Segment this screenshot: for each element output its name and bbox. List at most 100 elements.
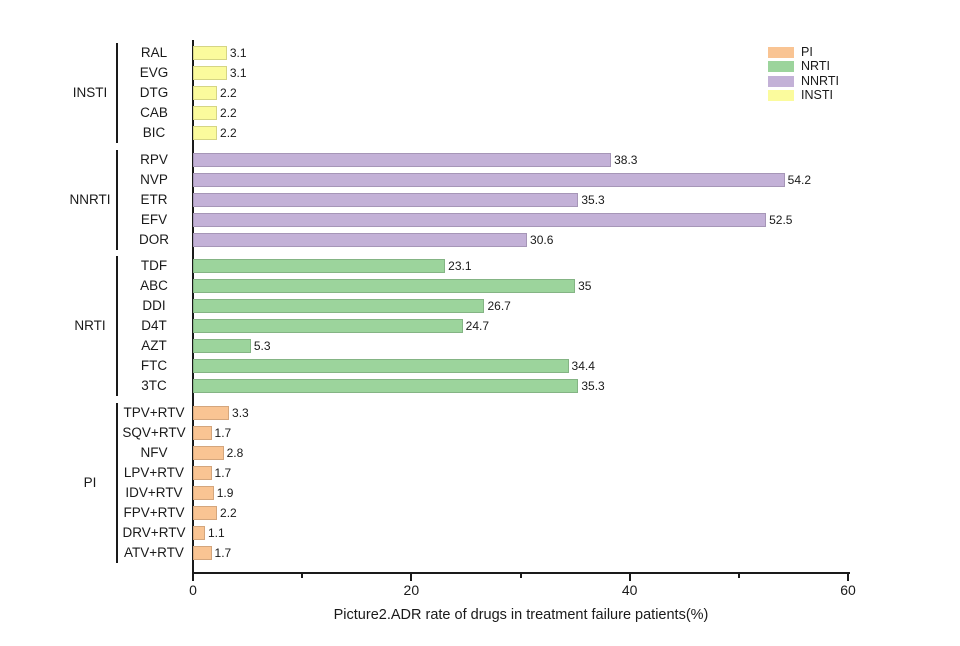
bar-ddi	[193, 299, 485, 313]
value-label-etr: 35.3	[581, 192, 605, 207]
value-label-sqv+rtv: 1.7	[214, 425, 232, 440]
value-label-lpv+rtv: 1.7	[214, 465, 232, 480]
bar-tdf	[193, 259, 446, 273]
row-label-lpv+rtv: LPV+RTV	[123, 464, 185, 480]
bar-atv+rtv	[193, 545, 212, 560]
x-major-tick-40	[628, 574, 631, 581]
x-tick-label-0: 0	[189, 582, 197, 598]
legend-swatch-pi	[768, 46, 794, 58]
bar-ftc	[193, 359, 569, 373]
value-label-drv+rtv: 1.1	[208, 525, 225, 540]
bar-azt	[193, 339, 251, 353]
x-major-tick-60	[847, 574, 849, 581]
group-label-insti: INSTI	[72, 85, 108, 100]
row-label-abc: ABC	[140, 278, 168, 293]
value-label-ral: 3.1	[229, 46, 247, 60]
value-label-nvp: 54.2	[787, 172, 812, 187]
x-minor-tick-50	[737, 574, 740, 578]
row-label-cab: CAB	[140, 105, 168, 120]
bar-idv+rtv	[193, 485, 214, 500]
value-label-d4t: 24.7	[465, 319, 489, 333]
value-label-ddi: 26.7	[487, 299, 511, 313]
x-tick-label-40: 40	[621, 582, 638, 598]
group-bracket-insti	[116, 43, 118, 143]
bar-3tc	[193, 379, 579, 393]
bar-fpv+rtv	[193, 505, 218, 520]
row-label-efv: EFV	[140, 211, 168, 227]
row-label-drv+rtv: DRV+RTV	[122, 524, 186, 540]
row-label-ftc: FTC	[140, 358, 168, 373]
value-label-nfv: 2.8	[226, 445, 244, 460]
x-minor-tick-30	[519, 574, 522, 578]
value-label-cab: 2.2	[220, 106, 237, 120]
row-label-idv+rtv: IDV+RTV	[125, 484, 183, 500]
row-label-rpv: RPV	[140, 151, 168, 167]
group-bracket-nnrti	[116, 149, 118, 250]
group-label-pi: PI	[83, 474, 97, 490]
legend-item-pi: PI	[768, 45, 839, 60]
legend: PI NRTI NNRTI INSTI	[768, 45, 839, 103]
group-bracket-nrti	[116, 256, 118, 396]
x-axis-line	[192, 572, 850, 574]
value-label-tdf: 23.1	[448, 259, 472, 273]
legend-swatch-nnrti	[768, 75, 794, 87]
row-label-atv+rtv: ATV+RTV	[124, 544, 184, 560]
row-label-d4t: D4T	[141, 318, 167, 333]
value-label-rpv: 38.3	[614, 152, 638, 167]
value-label-dor: 30.6	[530, 232, 554, 247]
row-label-bic: BIC	[142, 125, 166, 140]
bar-dtg	[193, 86, 218, 100]
x-major-tick-20	[410, 574, 413, 581]
bar-sqv+rtv	[193, 425, 212, 440]
value-label-idv+rtv: 1.9	[216, 485, 234, 500]
x-major-tick-0	[192, 574, 194, 581]
x-minor-tick-10	[301, 574, 304, 578]
bar-drv+rtv	[193, 525, 205, 540]
group-bracket-pi	[116, 402, 118, 563]
bar-evg	[193, 66, 227, 80]
bar-lpv+rtv	[193, 465, 212, 480]
value-label-bic: 2.2	[220, 126, 237, 140]
value-label-3tc: 35.3	[581, 379, 605, 393]
row-label-sqv+rtv: SQV+RTV	[122, 424, 186, 440]
bar-cab	[193, 106, 218, 120]
value-label-fpv+rtv: 2.2	[220, 505, 237, 520]
group-label-nnrti: NNRTI	[69, 191, 111, 207]
row-label-ddi: DDI	[142, 298, 166, 313]
legend-swatch-insti	[768, 90, 794, 102]
row-label-dtg: DTG	[139, 85, 169, 100]
legend-item-insti: INSTI	[768, 89, 839, 104]
value-label-abc: 35	[578, 279, 592, 293]
bar-tpv+rtv	[193, 405, 230, 420]
value-label-efv: 52.5	[769, 212, 793, 227]
value-label-ftc: 34.4	[571, 359, 595, 373]
legend-item-nrti: NRTI	[768, 60, 839, 75]
row-label-3tc: 3TC	[141, 378, 167, 393]
x-tick-label-20: 20	[403, 582, 420, 598]
value-label-tpv+rtv: 3.3	[232, 405, 249, 420]
value-label-azt: 5.3	[253, 339, 271, 353]
bar-ral	[193, 46, 227, 60]
row-label-nfv: NFV	[140, 444, 168, 460]
row-label-etr: ETR	[140, 191, 168, 207]
value-label-atv+rtv: 1.7	[214, 545, 232, 560]
row-label-dor: DOR	[139, 231, 169, 247]
legend-label-nnrti: NNRTI	[801, 73, 839, 88]
row-label-evg: EVG	[139, 65, 169, 80]
row-label-tpv+rtv: TPV+RTV	[123, 404, 185, 420]
bar-bic	[193, 126, 218, 140]
legend-label-pi: PI	[801, 44, 813, 59]
legend-item-nnrti: NNRTI	[768, 74, 839, 89]
row-label-ral: RAL	[140, 45, 168, 60]
row-label-tdf: TDF	[140, 258, 168, 273]
bar-efv	[193, 212, 767, 227]
bar-abc	[193, 279, 576, 293]
bar-nvp	[193, 172, 785, 187]
row-label-azt: AZT	[141, 338, 167, 353]
x-tick-label-60: 60	[840, 582, 856, 598]
row-label-nvp: NVP	[140, 171, 168, 187]
group-label-nrti: NRTI	[74, 318, 106, 333]
bar-etr	[193, 192, 579, 207]
legend-label-nrti: NRTI	[801, 59, 830, 74]
